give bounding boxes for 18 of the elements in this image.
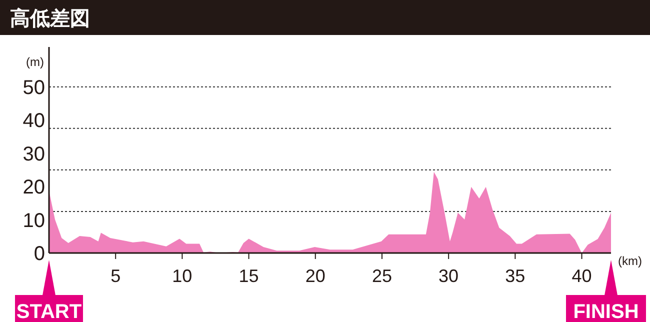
y-tick-label: 30: [22, 143, 45, 166]
x-tick-label: 35: [505, 266, 526, 286]
x-tick-label: 25: [372, 266, 392, 286]
x-tick-label: 10: [172, 266, 192, 286]
y-axis-title: (m): [26, 55, 44, 69]
x-tick-label: 15: [238, 266, 259, 286]
y-tick-label: 10: [22, 210, 45, 232]
x-tick-label: 20: [305, 266, 326, 286]
y-tick-label: 40: [22, 110, 45, 132]
x-axis-title: (km): [618, 254, 642, 268]
annotation: START: [16, 301, 82, 322]
x-tick-label: 5: [110, 266, 121, 286]
y-tick-label: 20: [22, 176, 45, 199]
annotation: FINISH: [573, 301, 639, 322]
x-tick-label: 40: [572, 266, 592, 286]
y-tick-label: 50: [22, 76, 45, 99]
x-tick-label: 30: [438, 266, 459, 286]
chart-title: 高低差図: [10, 7, 90, 30]
